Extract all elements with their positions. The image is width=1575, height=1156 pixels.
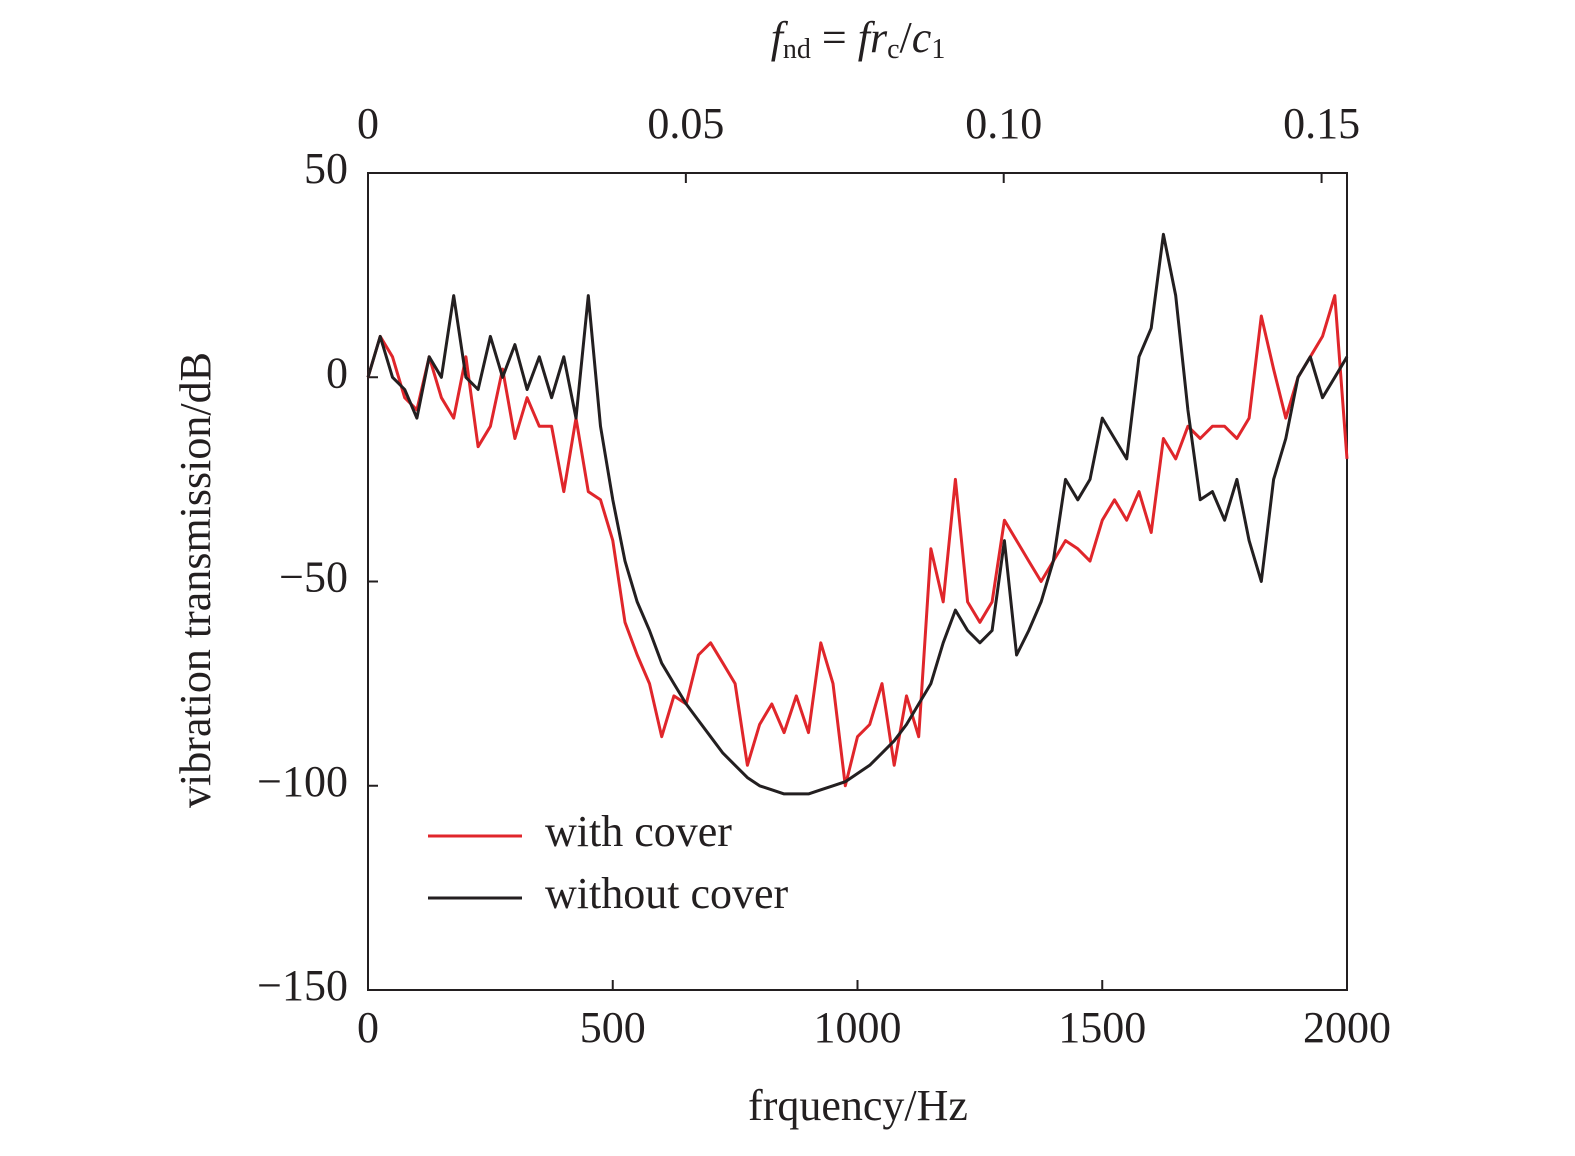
label-part: /	[900, 13, 913, 62]
line-series	[366, 232, 1349, 796]
x-tick-label: 500	[580, 1003, 646, 1052]
y-tick-label: −150	[257, 961, 348, 1010]
x-tick-label: 2000	[1303, 1003, 1391, 1052]
y-axis-label: vibration transmission/dB	[171, 352, 220, 808]
label-part: nd	[783, 34, 811, 65]
legend-label: without cover	[545, 869, 789, 918]
x-tick-label: 1000	[814, 1003, 902, 1052]
x-axis-label: frquency/Hz	[748, 1081, 968, 1130]
x2-tick-label: 0	[357, 99, 379, 148]
legend-label: with cover	[545, 807, 732, 856]
y-tick-label: 50	[304, 144, 348, 193]
x-tick-label: 1500	[1058, 1003, 1146, 1052]
label-part: fr	[858, 13, 888, 62]
label-part: c	[887, 34, 899, 65]
y-tick-label: −100	[257, 757, 348, 806]
x2-axis-label: fnd = frc/c1	[771, 13, 946, 65]
label-part: 1	[931, 34, 945, 65]
y-tick-label: −50	[279, 553, 348, 602]
x2-tick-label: 0.05	[647, 99, 724, 148]
x-tick-label: 0	[357, 1003, 379, 1052]
y-tick-label: 0	[326, 348, 348, 397]
x2-tick-label: 0.15	[1283, 99, 1360, 148]
line-series	[366, 294, 1349, 788]
plot-frame	[367, 172, 1348, 991]
label-part: =	[811, 13, 858, 62]
x2-tick-label: 0.10	[965, 99, 1042, 148]
label-part: c	[912, 13, 932, 62]
